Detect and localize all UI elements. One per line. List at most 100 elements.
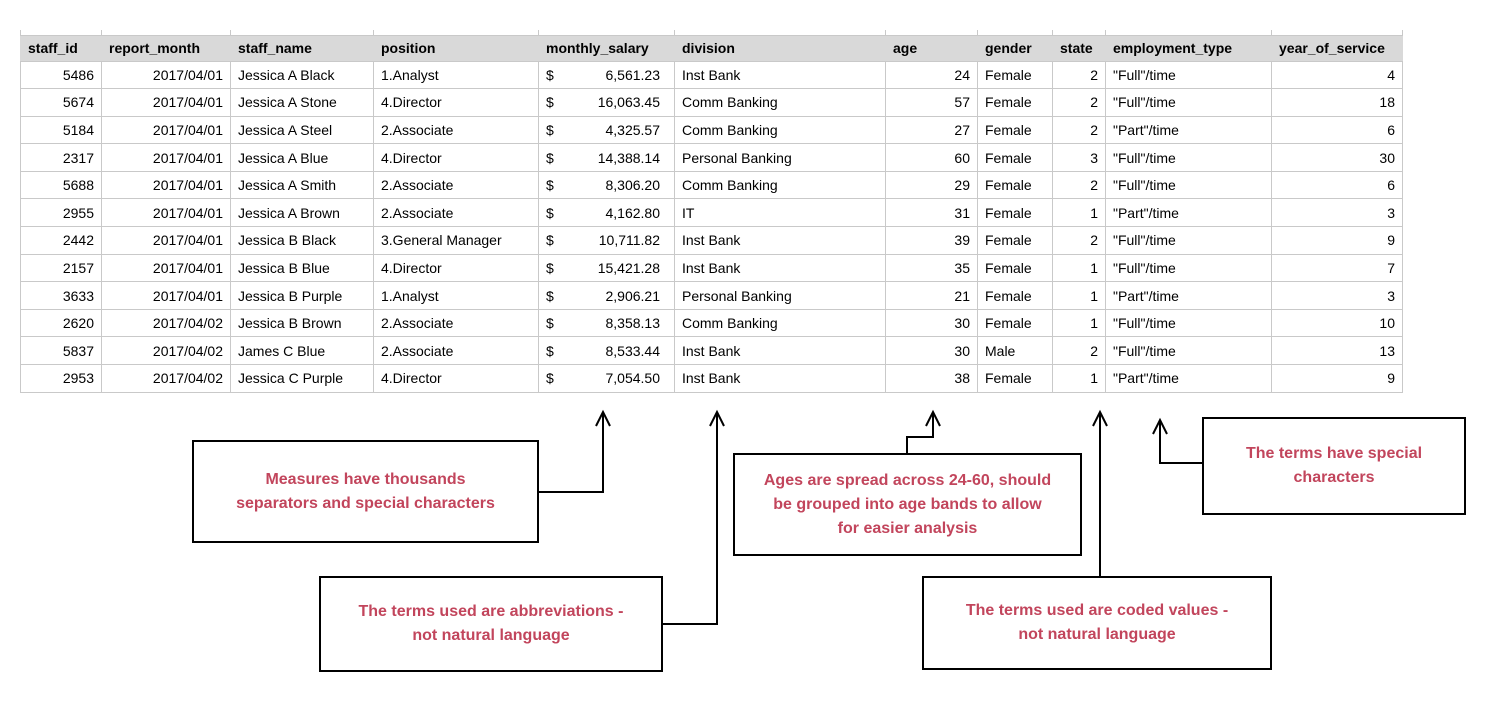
column-header-state: state — [1052, 34, 1106, 62]
cell-state: 2 — [1052, 88, 1106, 117]
cell-staff_name: Jessica C Purple — [230, 364, 374, 393]
cell-division: IT — [674, 198, 886, 228]
cell-state: 2 — [1052, 60, 1106, 90]
annotation-age-bands-text: Ages are spread across 24-60, should be … — [763, 471, 1052, 537]
cell-gender: Female — [977, 115, 1053, 145]
cell-report_month: 2017/04/02 — [101, 336, 231, 366]
table-row: 2442 2017/04/01 Jessica B Black 3.General M… — [20, 226, 1403, 255]
cell-report_month: 2017/04/01 — [101, 60, 231, 90]
salary-amount: 7,054.50 — [605, 370, 661, 387]
table-row: 5184 2017/04/01 Jessica A Steel 2.Associate… — [20, 115, 1403, 145]
cell-staff_name: Jessica A Stone — [230, 88, 374, 117]
cell-gender: Female — [977, 143, 1053, 172]
cell-division: Inst Bank — [674, 226, 886, 255]
cell-monthly_salary: $10,711.82 — [538, 226, 675, 255]
cell-division: Inst Bank — [674, 253, 886, 283]
cell-position: 2.Associate — [373, 170, 539, 200]
cell-employment_type: "Full"/time — [1105, 170, 1272, 200]
cell-gender: Female — [977, 253, 1053, 283]
cell-gender: Female — [977, 226, 1053, 255]
annotation-measures: Measures have thousands separators and s… — [192, 440, 539, 543]
cell-year_of_service: 6 — [1271, 115, 1403, 145]
cell-staff_id: 3633 — [20, 281, 102, 310]
table-row: 2620 2017/04/02 Jessica B Brown 2.Associate… — [20, 308, 1403, 338]
cell-age: 29 — [885, 170, 978, 200]
cell-staff_name: Jessica B Blue — [230, 253, 374, 283]
cell-position: 4.Director — [373, 364, 539, 393]
currency-symbol: $ — [546, 121, 554, 138]
annotation-age-bands: Ages are spread across 24-60, should be … — [733, 453, 1082, 556]
currency-symbol: $ — [546, 370, 554, 387]
cell-gender: Female — [977, 281, 1053, 310]
cell-age: 60 — [885, 143, 978, 172]
cell-staff_id: 5674 — [20, 88, 102, 117]
cell-employment_type: "Full"/time — [1105, 308, 1272, 338]
cell-staff_name: Jessica B Purple — [230, 281, 374, 310]
cell-division: Inst Bank — [674, 364, 886, 393]
cell-employment_type: "Full"/time — [1105, 88, 1272, 117]
cell-position: 2.Associate — [373, 336, 539, 366]
cell-state: 2 — [1052, 226, 1106, 255]
cell-position: 2.Associate — [373, 198, 539, 228]
arrow-coded-to-state — [1092, 409, 1108, 576]
cell-monthly_salary: $4,162.80 — [538, 198, 675, 228]
cell-gender: Female — [977, 170, 1053, 200]
cell-position: 4.Director — [373, 88, 539, 117]
cell-gender: Male — [977, 336, 1053, 366]
cell-state: 1 — [1052, 308, 1106, 338]
spreadsheet-table: staff_id report_month staff_name position mo… — [20, 30, 1403, 393]
currency-symbol: $ — [546, 94, 554, 111]
salary-amount: 10,711.82 — [598, 232, 660, 249]
column-header-gender: gender — [977, 34, 1053, 62]
cell-year_of_service: 9 — [1271, 226, 1403, 255]
arrow-special-to-employment-type — [1152, 417, 1202, 464]
cell-age: 35 — [885, 253, 978, 283]
table-row: 5688 2017/04/01 Jessica A Smith 2.Associate… — [20, 170, 1403, 200]
cell-gender: Female — [977, 60, 1053, 90]
cell-report_month: 2017/04/01 — [101, 198, 231, 228]
salary-amount: 4,162.80 — [605, 204, 661, 221]
cell-gender: Female — [977, 308, 1053, 338]
cell-report_month: 2017/04/01 — [101, 281, 231, 310]
cell-staff_name: Jessica A Blue — [230, 143, 374, 172]
cell-age: 39 — [885, 226, 978, 255]
cell-age: 30 — [885, 336, 978, 366]
annotation-measures-text: Measures have thousands separators and s… — [236, 470, 495, 512]
annotation-special-characters: The terms have special characters — [1202, 417, 1466, 515]
cell-state: 1 — [1052, 253, 1106, 283]
cell-report_month: 2017/04/01 — [101, 143, 231, 172]
cell-employment_type: "Part"/time — [1105, 198, 1272, 228]
cell-age: 24 — [885, 60, 978, 90]
cell-employment_type: "Full"/time — [1105, 253, 1272, 283]
salary-amount: 4,325.57 — [605, 121, 661, 138]
column-header-staff_id: staff_id — [20, 34, 102, 62]
cell-employment_type: "Part"/time — [1105, 281, 1272, 310]
cell-staff_id: 2955 — [20, 198, 102, 228]
salary-amount: 8,358.13 — [605, 315, 661, 332]
cell-position: 1.Analyst — [373, 60, 539, 90]
cell-position: 4.Director — [373, 253, 539, 283]
column-header-report_month: report_month — [101, 34, 231, 62]
cell-year_of_service: 9 — [1271, 364, 1403, 393]
salary-amount: 15,421.28 — [597, 259, 660, 276]
cell-position: 3.General Manager — [373, 226, 539, 255]
column-header-monthly_salary: monthly_salary — [538, 34, 675, 62]
cell-age: 57 — [885, 88, 978, 117]
cell-division: Personal Banking — [674, 281, 886, 310]
cell-staff_id: 5837 — [20, 336, 102, 366]
table-row: 3633 2017/04/01 Jessica B Purple 1.Analyst $… — [20, 281, 1403, 310]
cell-monthly_salary: $7,054.50 — [538, 364, 675, 393]
annotation-abbreviations-text: The terms used are abbreviations - not n… — [358, 603, 624, 644]
cell-year_of_service: 10 — [1271, 308, 1403, 338]
cell-report_month: 2017/04/01 — [101, 115, 231, 145]
currency-symbol: $ — [546, 204, 554, 221]
salary-amount: 14,388.14 — [597, 149, 660, 166]
cell-staff_name: James C Blue — [230, 336, 374, 366]
cell-gender: Female — [977, 198, 1053, 228]
salary-amount: 6,561.23 — [605, 66, 661, 83]
cell-monthly_salary: $8,306.20 — [538, 170, 675, 200]
cell-division: Inst Bank — [674, 60, 886, 90]
arrow-abbreviations-to-division — [663, 409, 725, 625]
column-header-year_of_service: year_of_service — [1271, 34, 1403, 62]
cell-staff_name: Jessica B Brown — [230, 308, 374, 338]
